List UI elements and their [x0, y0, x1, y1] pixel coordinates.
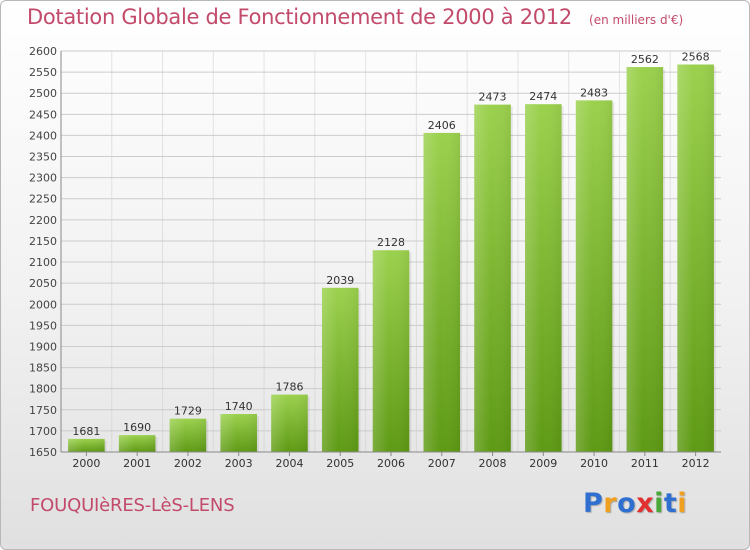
y-tick-label: 1750: [29, 404, 57, 417]
logo-letter: i: [677, 488, 688, 519]
y-tick-label: 2100: [29, 256, 57, 269]
chart-title: Dotation Globale de Fonctionnement de 20…: [27, 5, 572, 29]
logo-letter: x: [636, 488, 655, 519]
y-tick-label: 2150: [29, 235, 57, 248]
x-tick-label: 2008: [479, 457, 507, 470]
y-tick-label: 2500: [29, 87, 57, 100]
x-tick-label: 2007: [428, 457, 456, 470]
title-row: Dotation Globale de Fonctionnement de 20…: [27, 5, 683, 29]
x-tick-label: 2004: [275, 457, 303, 470]
data-label: 2568: [682, 51, 710, 64]
y-tick-label: 2550: [29, 66, 57, 79]
data-label: 2406: [428, 119, 456, 132]
data-label: 2128: [377, 236, 405, 249]
y-tick-label: 2000: [29, 298, 57, 311]
x-tick-label: 2002: [174, 457, 202, 470]
bar-highlight: [169, 418, 207, 452]
y-tick-label: 2300: [29, 172, 57, 185]
bar-highlight: [271, 394, 308, 452]
data-label: 2562: [631, 53, 659, 66]
bar-highlight: [321, 287, 359, 452]
logo-letter: r: [603, 488, 618, 519]
x-tick-label: 2009: [529, 457, 557, 470]
y-tick-label: 1650: [29, 446, 57, 459]
axes: 1650 1700 1750 1800 1850 1900 1950 2000 2050 2100…: [29, 45, 721, 470]
y-tick-label: 2050: [29, 277, 57, 290]
data-label: 1729: [174, 405, 202, 418]
x-tick-label: 2010: [580, 457, 608, 470]
data-label: 2473: [479, 91, 507, 104]
x-tick-label: 2005: [326, 457, 354, 470]
bars: 1681 1690 1729 1740 1786 2039 2128 2406 2473 2474…: [68, 51, 716, 453]
logo-letter: o: [617, 488, 637, 519]
y-tick-label: 1800: [29, 383, 57, 396]
proxiti-logo: Proxiti: [583, 488, 687, 519]
commune-name: FOUQUIèRES-LèS-LENS: [30, 495, 235, 516]
chart-subtitle: (en milliers d'€): [589, 13, 684, 27]
logo-letter: t: [663, 488, 678, 519]
y-tick-label: 2450: [29, 108, 57, 121]
data-label: 2039: [326, 274, 354, 287]
y-tick-label: 1850: [29, 362, 57, 375]
data-label: 2474: [529, 90, 557, 103]
bar-highlight: [423, 132, 461, 452]
bar-highlight: [474, 104, 511, 453]
x-tick-label: 2000: [72, 457, 100, 470]
x-tick-label: 2011: [631, 457, 659, 470]
y-tick-label: 2400: [29, 129, 57, 142]
data-label: 1786: [275, 381, 303, 394]
bar-highlight: [220, 414, 257, 452]
y-tick-label: 1900: [29, 340, 57, 353]
y-tick-label: 2200: [29, 214, 57, 227]
x-tick-label: 2012: [682, 457, 710, 470]
y-tick-label: 1950: [29, 319, 57, 332]
bar-highlight: [575, 100, 613, 452]
logo-letter: P: [583, 488, 604, 519]
data-label: 2483: [580, 86, 608, 99]
x-tick-label: 2003: [225, 457, 253, 470]
x-tick-label: 2006: [377, 457, 405, 470]
bar-highlight: [677, 64, 714, 452]
bar-highlight: [626, 67, 664, 452]
data-label: 1740: [225, 400, 253, 413]
x-tick-label: 2001: [123, 457, 151, 470]
bar-highlight: [68, 438, 105, 452]
logo-letter: i: [654, 488, 664, 519]
data-label: 1690: [123, 421, 151, 434]
data-label: 1681: [72, 425, 100, 438]
y-tick-label: 1700: [29, 425, 57, 438]
y-tick-label: 2350: [29, 151, 57, 164]
bar-highlight: [525, 104, 562, 452]
y-tick-label: 2250: [29, 193, 57, 206]
bar-highlight: [372, 250, 410, 452]
bar-highlight: [118, 435, 156, 452]
y-tick-label: 2600: [29, 45, 57, 58]
